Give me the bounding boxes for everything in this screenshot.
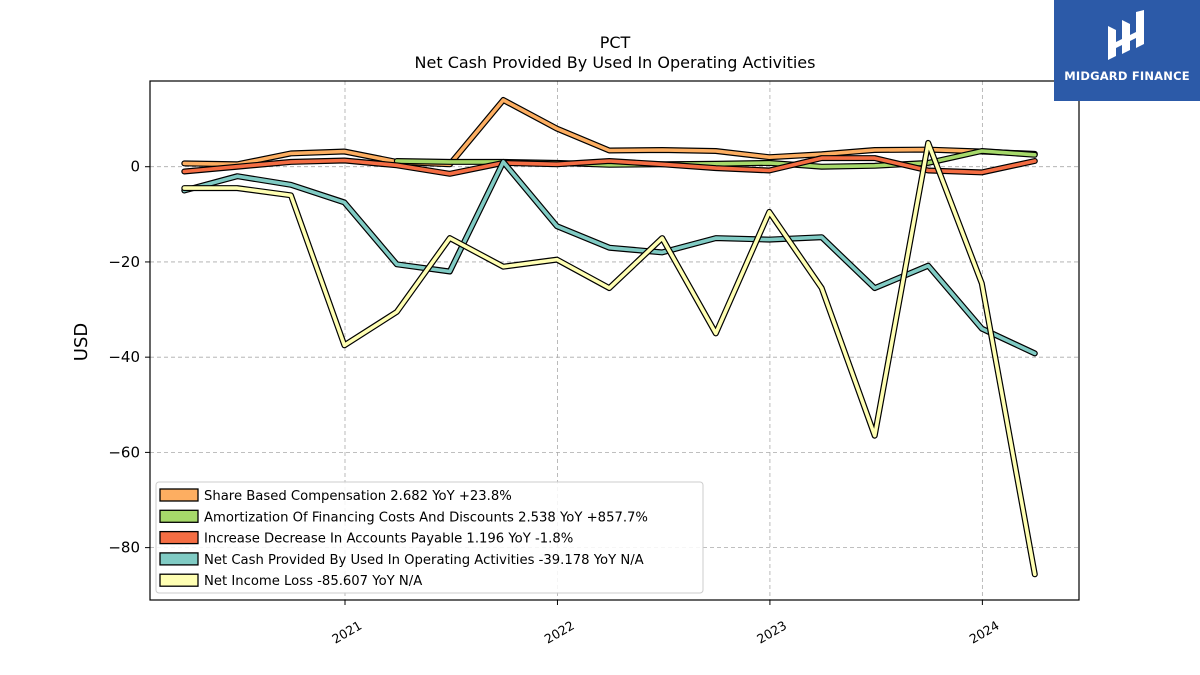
- legend-label: Share Based Compensation 2.682 YoY +23.8…: [204, 489, 512, 504]
- series-line: [182, 160, 1037, 356]
- legend: Share Based Compensation 2.682 YoY +23.8…: [155, 481, 704, 594]
- series-line: [182, 141, 1037, 577]
- brand-logo: MIDGARD FINANCE: [1054, 0, 1200, 101]
- brand-logo-icon: [1108, 10, 1144, 60]
- series-line: [182, 98, 1037, 167]
- series-line: [182, 156, 1037, 176]
- plot-frame: [149, 80, 1080, 601]
- y-axis-label: USD: [71, 323, 92, 361]
- legend-swatch: [159, 552, 199, 566]
- x-tick-label: 2023: [754, 618, 789, 647]
- legend-swatch: [159, 530, 199, 545]
- series-line-2: [181, 155, 1038, 177]
- legend-box: [155, 481, 704, 594]
- legend-label: Net Cash Provided By Used In Operating A…: [204, 553, 644, 568]
- legend-swatch: [159, 509, 199, 523]
- legend-swatch: [159, 573, 199, 587]
- chart-subtitle: Net Cash Provided By Used In Operating A…: [415, 53, 816, 72]
- legend-swatch: [159, 488, 199, 502]
- y-tick-label: −80: [108, 539, 140, 557]
- x-tick-label: 2021: [329, 618, 364, 647]
- legend-label: Increase Decrease In Accounts Payable 1.…: [204, 532, 573, 547]
- series-line-0: [181, 97, 1038, 168]
- series-layer: [181, 97, 1038, 578]
- series-line-4: [181, 139, 1038, 578]
- y-tick-label: −40: [108, 348, 140, 366]
- legend-label: Net Income Loss -85.607 YoY N/A: [204, 574, 422, 589]
- y-tick-label: −20: [108, 253, 140, 271]
- y-tick-label: 0: [130, 158, 140, 176]
- chart-title: PCT: [600, 33, 631, 52]
- series-outline: [181, 97, 1038, 168]
- y-tick-label: −60: [108, 443, 140, 461]
- x-tick-label: 2022: [542, 618, 577, 647]
- brand-name: MIDGARD FINANCE: [1064, 69, 1190, 83]
- legend-label: Amortization Of Financing Costs And Disc…: [204, 510, 648, 525]
- x-tick-label: 2024: [967, 618, 1002, 647]
- series-line-3: [181, 158, 1038, 357]
